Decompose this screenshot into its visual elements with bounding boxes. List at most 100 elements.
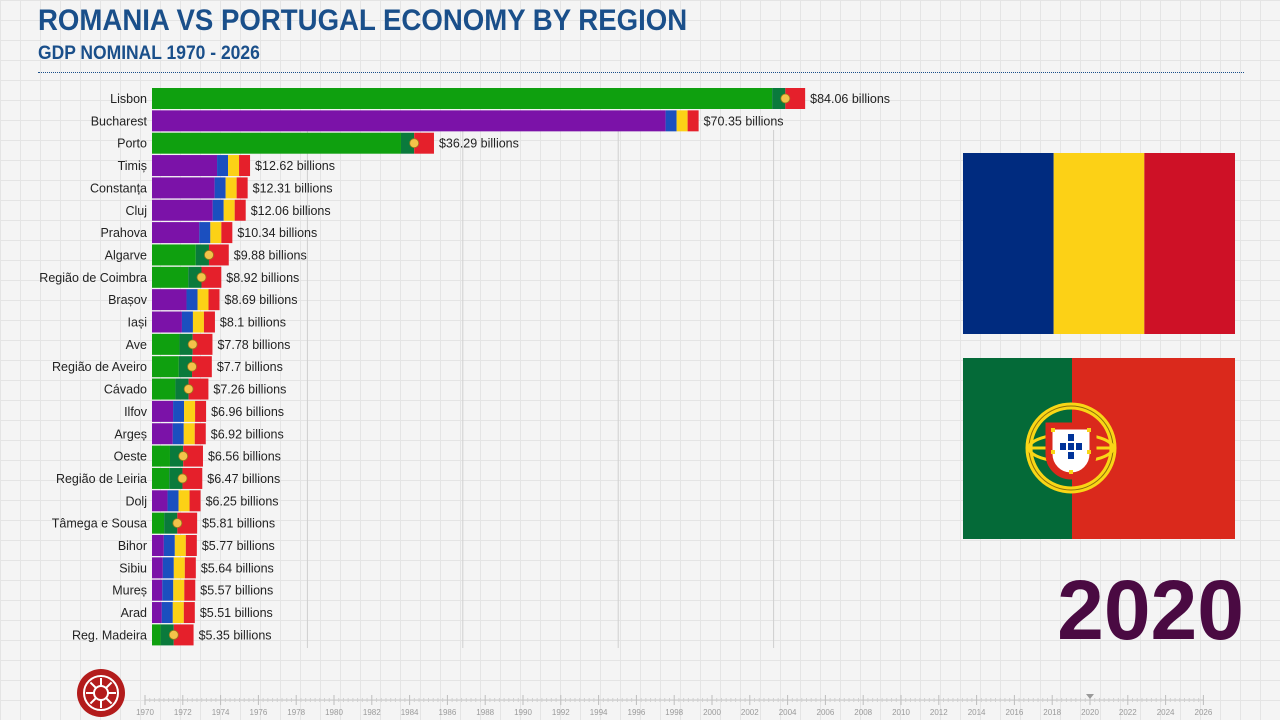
bar-flag-ro-yellow — [183, 423, 195, 445]
timeline-marker-icon[interactable] — [1086, 694, 1094, 699]
timeline-tick-label[interactable]: 2022 — [1119, 708, 1137, 717]
category-label: Oeste — [114, 450, 147, 464]
timeline-tick-label[interactable]: 1994 — [590, 708, 608, 717]
timeline-tick-label[interactable]: 2010 — [892, 708, 910, 717]
bar-flag-pt-emblem — [177, 473, 188, 484]
bar-flag-ro-yellow — [228, 155, 240, 177]
bar-flag-pt-green — [169, 445, 184, 467]
timeline-tick-label[interactable]: 1970 — [136, 708, 154, 717]
bar-chart: Lisbon $84.06 billions Bucharest $70.35 bil… — [39, 88, 890, 648]
bar — [152, 311, 182, 333]
bar — [152, 155, 218, 177]
value-label: $5.81 billions — [202, 517, 275, 531]
bar — [152, 222, 200, 244]
bar-flag-ro-blue — [217, 155, 229, 177]
category-label: Região de Aveiro — [52, 360, 147, 374]
timeline-tick-label[interactable]: 1990 — [514, 708, 532, 717]
bar — [152, 266, 189, 288]
bar-flag-ro-blue — [162, 557, 174, 579]
timeline-tick-label[interactable]: 2018 — [1043, 708, 1061, 717]
bar-flag-ro-red — [184, 579, 196, 601]
bar-flag-pt-green — [179, 333, 193, 355]
value-label: $8.69 billions — [225, 293, 298, 307]
timeline-tick-label[interactable]: 1980 — [325, 708, 343, 717]
bar-flag-pt-emblem — [178, 451, 189, 462]
bar-flag-ro-red — [239, 155, 251, 177]
value-label: $7.7 billions — [217, 360, 283, 374]
timeline-tick-label[interactable]: 1986 — [439, 708, 457, 717]
bar — [152, 88, 773, 109]
value-label: $12.06 billions — [251, 204, 331, 218]
value-label: $6.96 billions — [211, 405, 284, 419]
value-label: $6.56 billions — [208, 450, 281, 464]
bar — [152, 490, 168, 512]
timeline-tick-label[interactable]: 2014 — [968, 708, 986, 717]
bar — [152, 423, 173, 445]
bar-flag-ro-yellow — [174, 535, 186, 556]
bar-flag-ro-yellow — [225, 177, 237, 199]
value-label: $9.88 billions — [234, 248, 307, 262]
timeline-tick-label[interactable]: 2006 — [817, 708, 835, 717]
timeline-tick-label[interactable]: 1974 — [212, 708, 230, 717]
timeline-tick-label[interactable]: 1992 — [552, 708, 570, 717]
value-label: $6.92 billions — [211, 427, 284, 441]
bar-flag-ro-red — [184, 557, 196, 579]
timeline-tick-label[interactable]: 2016 — [1006, 708, 1024, 717]
timeline-tick-label[interactable]: 1988 — [476, 708, 494, 717]
bar-flag-ro-yellow — [173, 557, 185, 579]
timeline-tick-label[interactable]: 2008 — [854, 708, 872, 717]
header-divider — [38, 72, 1244, 73]
bar-flag-ro-blue — [173, 400, 185, 422]
bar — [152, 467, 170, 489]
timeline-tick-label[interactable]: 1978 — [287, 708, 305, 717]
value-label: $70.35 billions — [704, 114, 784, 128]
bar-flag-ro-blue — [214, 177, 226, 199]
bar — [152, 535, 164, 556]
timeline-tick-label[interactable]: 1984 — [401, 708, 419, 717]
bar-flag-ro-red — [208, 289, 220, 311]
timeline-tick-label[interactable]: 1976 — [250, 708, 268, 717]
bar — [152, 289, 187, 311]
timeline-tick-label[interactable]: 2026 — [1195, 708, 1213, 717]
bar-flag-ro-red — [236, 177, 248, 199]
value-label: $8.92 billions — [226, 271, 299, 285]
timeline-tick-label[interactable]: 2000 — [703, 708, 721, 717]
bar — [152, 177, 215, 199]
bar-flag-ro-red — [185, 535, 197, 556]
bar-flag-ro-yellow — [173, 579, 185, 601]
category-label: Tâmega e Sousa — [52, 517, 147, 531]
timeline-tick-label[interactable]: 2012 — [930, 708, 948, 717]
timeline-tick-label[interactable]: 2024 — [1157, 708, 1175, 717]
bar — [152, 378, 176, 400]
bar — [152, 579, 163, 601]
bar-flag-pt-emblem — [168, 630, 179, 640]
bar-flag-ro-red — [687, 110, 699, 132]
category-label: Lisbon — [110, 92, 147, 106]
timeline-tick-label[interactable]: 2004 — [779, 708, 797, 717]
category-label: Ave — [126, 338, 147, 352]
timeline-tick-label[interactable]: 1998 — [665, 708, 683, 717]
timeline-tick-label[interactable]: 1982 — [363, 708, 381, 717]
bar-flag-pt-red — [173, 624, 194, 646]
value-label: $6.25 billions — [206, 494, 279, 508]
bar-flag-pt-green — [160, 624, 174, 646]
bar-flag-pt-green — [195, 244, 209, 266]
bar-flag-ro-red — [195, 400, 207, 422]
bar-flag-pt-red — [183, 445, 203, 467]
category-label: Bihor — [118, 539, 147, 553]
value-label: $5.77 billions — [202, 539, 275, 553]
timeline-tick-label[interactable]: 1996 — [628, 708, 646, 717]
timeline-tick-label[interactable]: 2002 — [741, 708, 759, 717]
value-label: $12.62 billions — [255, 159, 335, 173]
romania-flag-icon — [963, 153, 1235, 334]
bar-flag-ro-yellow — [184, 400, 196, 422]
bar — [152, 602, 162, 624]
bar — [152, 512, 165, 534]
timeline-tick-label[interactable]: 1972 — [174, 708, 192, 717]
timeline-axis[interactable]: 1970 1972 1974 1976 1978 1980 1982 1984 1986 1988… — [0, 690, 1280, 720]
timeline-tick-label[interactable]: 2020 — [1081, 708, 1099, 717]
bar-flag-pt-emblem — [780, 93, 791, 104]
bar-flag-ro-blue — [186, 289, 198, 311]
category-label: Região de Coimbra — [39, 271, 147, 285]
bar-flag-ro-yellow — [676, 110, 688, 132]
